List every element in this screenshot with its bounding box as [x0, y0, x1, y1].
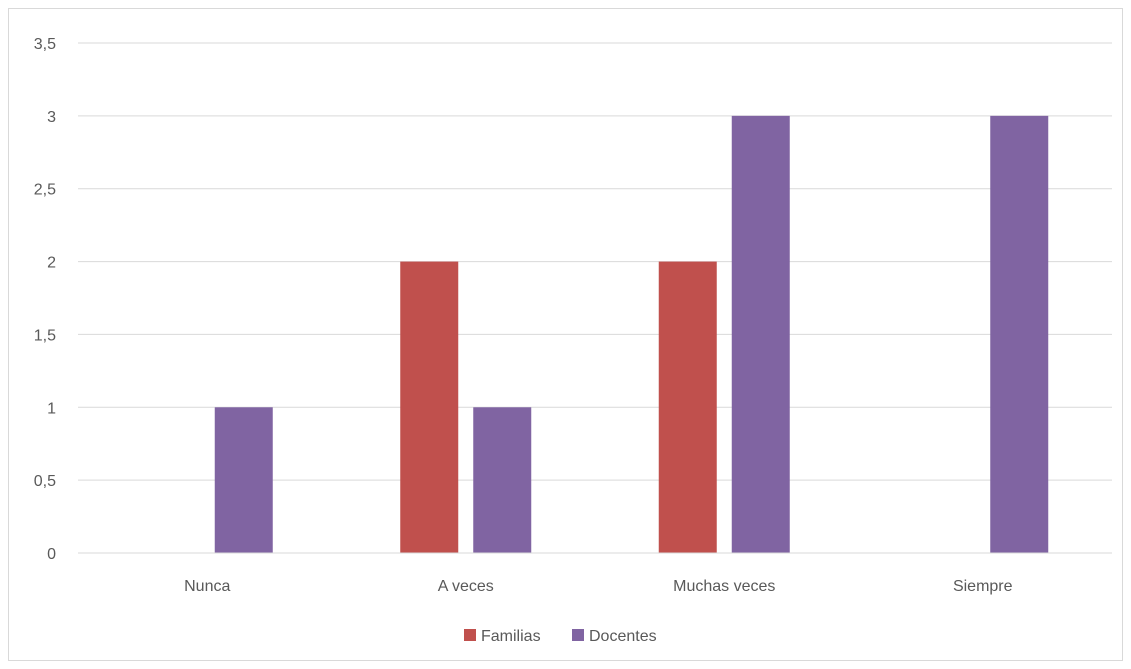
bar-docentes-1	[473, 407, 532, 553]
y-tick-label: 0	[47, 546, 56, 563]
y-tick-label: 1	[47, 400, 56, 417]
bar-familias-1	[400, 261, 459, 553]
x-category-label: Nunca	[184, 578, 230, 595]
legend: Familias Docentes	[464, 628, 657, 645]
legend-swatch-familias	[464, 629, 476, 641]
x-category-label: Siempre	[953, 578, 1013, 595]
legend-label-docentes: Docentes	[589, 628, 657, 645]
x-category-label: Muchas veces	[673, 578, 775, 595]
bar-docentes-0	[214, 407, 273, 553]
y-tick-label: 2,5	[34, 182, 56, 199]
bar-docentes-2	[731, 115, 790, 553]
y-tick-label: 2	[47, 255, 56, 272]
x-category-label: A veces	[438, 578, 494, 595]
bar-docentes-3	[990, 115, 1049, 553]
y-tick-label: 0,5	[34, 473, 56, 490]
legend-label-familias: Familias	[481, 628, 541, 645]
y-tick-label: 3,5	[34, 36, 56, 53]
x-axis-category-labels: Nunca A veces Muchas veces Siempre	[184, 578, 1013, 595]
y-axis-tick-labels: 0 0,5 1 1,5 2 2,5 3 3,5	[34, 36, 56, 563]
bar-familias-2	[658, 261, 717, 553]
y-tick-label: 1,5	[34, 327, 56, 344]
y-tick-label: 3	[47, 109, 56, 126]
legend-swatch-docentes	[572, 629, 584, 641]
bars	[214, 115, 1049, 553]
